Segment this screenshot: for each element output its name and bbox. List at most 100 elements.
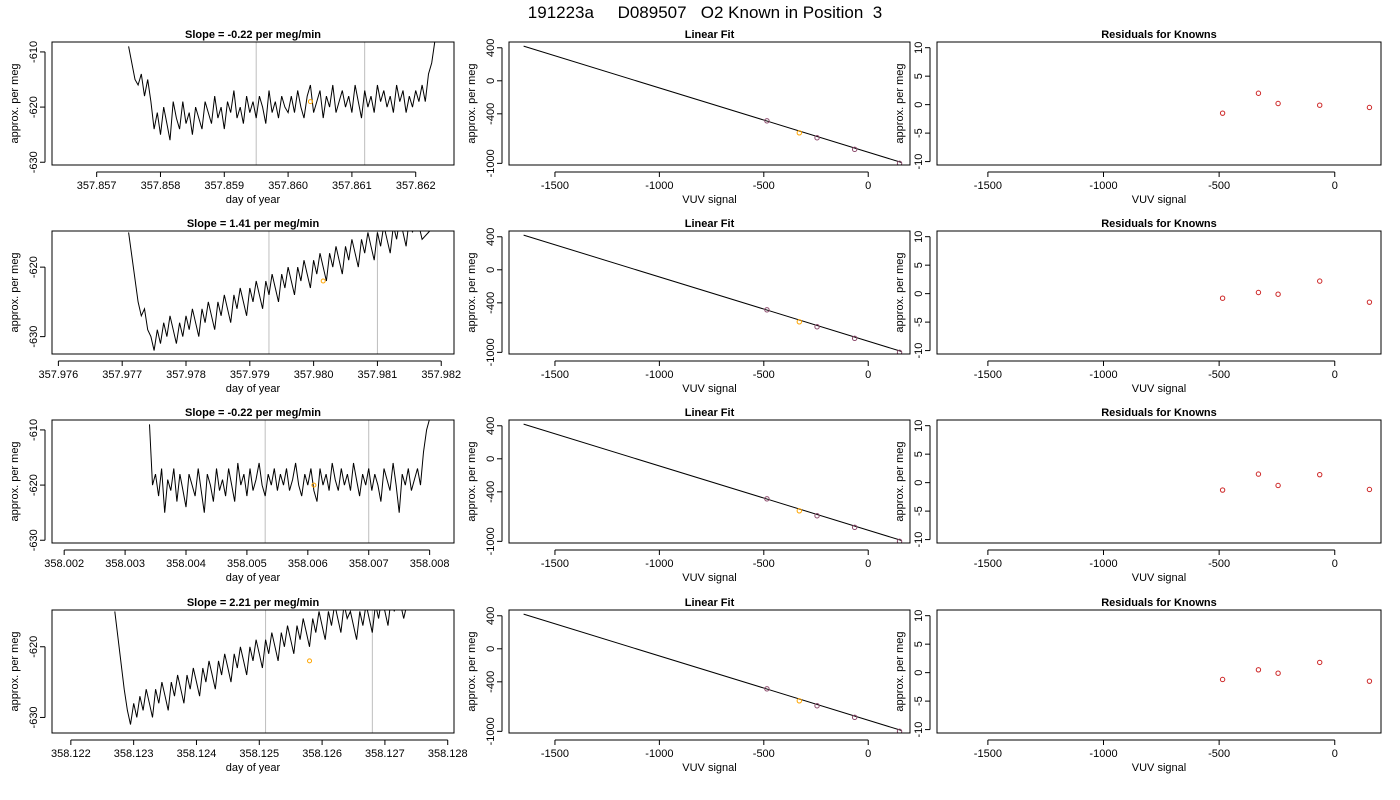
x-axis-label: VUV signal xyxy=(682,194,736,206)
x-tick-label: 0 xyxy=(865,180,871,192)
panel-3-1: 358.002 358.003 358.004 358.005 358.006 358.0… xyxy=(9,407,455,584)
data-point xyxy=(896,160,903,165)
fit-line xyxy=(523,45,902,164)
x-tick-label: 357.857 xyxy=(77,180,117,192)
x-tick-label: 357.978 xyxy=(166,369,206,381)
y-tick-label: -610 xyxy=(28,419,40,441)
panel-3-2: -1500 -1000 -500 0 400 0 -400 -1000 Linear Fit VU… xyxy=(466,407,911,584)
y-tick-label: 5 xyxy=(913,262,925,268)
y-tick-label: -620 xyxy=(28,636,40,658)
x-tick-label: 0 xyxy=(1332,558,1338,570)
x-tick-label: 358.126 xyxy=(302,748,342,760)
x-tick-label: -1000 xyxy=(645,748,673,760)
y-tick-label: 10 xyxy=(913,420,925,432)
y-tick-label: 10 xyxy=(913,231,925,243)
x-tick-label: -1500 xyxy=(974,558,1002,570)
figure-title: 191223a D089507 O2 Known in Position 3 xyxy=(528,3,882,22)
x-axis-label: VUV signal xyxy=(1132,194,1186,206)
x-axis-label: VUV signal xyxy=(1132,762,1186,774)
x-tick-label: 358.008 xyxy=(410,558,450,570)
data-point xyxy=(1255,667,1262,673)
y-tick-label: 0 xyxy=(485,646,497,652)
data-point xyxy=(1255,471,1262,477)
highlight-point xyxy=(307,99,313,105)
data-point xyxy=(896,728,903,733)
y-tick-label: 0 xyxy=(913,480,925,486)
y-tick-label: -5 xyxy=(913,317,925,327)
plot-frame xyxy=(51,230,455,355)
data-point xyxy=(1219,295,1226,301)
y-tick-label: 10 xyxy=(913,42,925,54)
highlight-point xyxy=(311,482,317,488)
y-axis-label: approx. per meg xyxy=(9,631,21,711)
plot-area xyxy=(1219,659,1373,684)
panels: 357.857 357.858 357.859 357.860 357.861 357.8… xyxy=(9,29,1382,774)
data-point xyxy=(796,319,803,325)
panel-title: Linear Fit xyxy=(685,218,735,230)
y-tick-label: -1000 xyxy=(485,149,497,177)
panel-1-3: -1500 -1000 -500 0 10 5 0 -5 -10 Residuals for Kn… xyxy=(894,29,1382,206)
x-tick-label: 357.861 xyxy=(332,180,372,192)
plot-frame xyxy=(936,419,1382,544)
y-tick-label: -10 xyxy=(913,154,925,170)
y-tick-label: -630 xyxy=(28,151,40,173)
y-tick-label: -10 xyxy=(913,532,925,548)
x-tick-label: 358.006 xyxy=(288,558,328,570)
y-tick-label: -620 xyxy=(28,474,40,496)
y-tick-label: 5 xyxy=(913,641,925,647)
x-tick-label: 358.127 xyxy=(365,748,405,760)
y-tick-label: -5 xyxy=(913,506,925,516)
data-point xyxy=(814,324,820,330)
x-tick-label: 357.979 xyxy=(230,369,270,381)
plot-frame xyxy=(51,609,455,734)
x-tick-label: 357.860 xyxy=(268,180,308,192)
y-tick-label: 400 xyxy=(485,39,497,57)
plot-frame xyxy=(508,230,911,355)
x-tick-label: 358.128 xyxy=(428,748,468,760)
highlight-point xyxy=(320,278,326,284)
data-point xyxy=(1366,678,1373,684)
y-axis-label: approx. per meg xyxy=(466,631,478,711)
fit-line xyxy=(523,423,902,542)
x-tick-label: -1500 xyxy=(541,748,569,760)
data-point xyxy=(1255,90,1262,96)
x-tick-label: -500 xyxy=(753,748,775,760)
panel-1-1: 357.857 357.858 357.859 357.860 357.861 357.8… xyxy=(9,29,455,206)
panel-1-2: -1500 -1000 -500 0 400 0 -400 -1000 Linear Fit VU… xyxy=(466,29,911,206)
y-tick-label: 10 xyxy=(913,610,925,622)
y-axis-label: approx. per meg xyxy=(466,441,478,521)
x-tick-label: 0 xyxy=(865,369,871,381)
x-tick-label: 0 xyxy=(1332,180,1338,192)
y-tick-label: 400 xyxy=(485,228,497,246)
x-tick-label: -500 xyxy=(1208,369,1230,381)
data-point xyxy=(1275,482,1281,489)
plot-area xyxy=(149,420,430,543)
y-axis-label: approx. per meg xyxy=(9,252,21,332)
x-tick-label: -500 xyxy=(1208,180,1230,192)
y-tick-label: -630 xyxy=(28,529,40,551)
x-tick-label: 357.862 xyxy=(396,180,436,192)
y-axis-label: approx. per meg xyxy=(9,63,21,143)
x-tick-label: -500 xyxy=(753,180,775,192)
plot-area xyxy=(1219,471,1373,493)
data-point xyxy=(1366,104,1373,111)
data-point xyxy=(1317,471,1323,478)
y-tick-label: -1000 xyxy=(485,527,497,555)
series-line xyxy=(149,420,430,513)
plot-frame xyxy=(51,419,455,544)
fit-line xyxy=(523,234,902,353)
y-tick-label: 0 xyxy=(913,670,925,676)
x-tick-label: -1000 xyxy=(1089,369,1117,381)
plot-frame xyxy=(508,41,911,166)
x-tick-label: -500 xyxy=(753,558,775,570)
plot-frame xyxy=(508,609,911,734)
panel-title: Slope = 1.41 per meg/min xyxy=(187,218,320,230)
y-tick-label: -10 xyxy=(913,722,925,738)
series-line xyxy=(128,231,431,351)
plot-frame xyxy=(936,230,1382,355)
x-tick-label: -1000 xyxy=(1089,558,1117,570)
x-axis-label: VUV signal xyxy=(1132,383,1186,395)
x-tick-label: 357.980 xyxy=(294,369,334,381)
x-tick-label: -500 xyxy=(753,369,775,381)
data-point xyxy=(1219,676,1226,683)
